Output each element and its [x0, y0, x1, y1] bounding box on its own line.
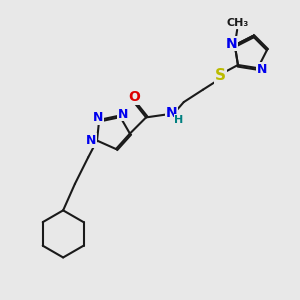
Text: N: N	[92, 111, 103, 124]
Text: CH₃: CH₃	[226, 18, 249, 28]
Text: H: H	[174, 115, 184, 125]
Text: S: S	[215, 68, 226, 83]
Text: N: N	[86, 134, 96, 147]
Text: N: N	[166, 106, 178, 120]
Text: O: O	[128, 90, 140, 104]
Text: N: N	[257, 63, 267, 76]
Text: N: N	[118, 108, 128, 121]
Text: N: N	[226, 37, 237, 51]
